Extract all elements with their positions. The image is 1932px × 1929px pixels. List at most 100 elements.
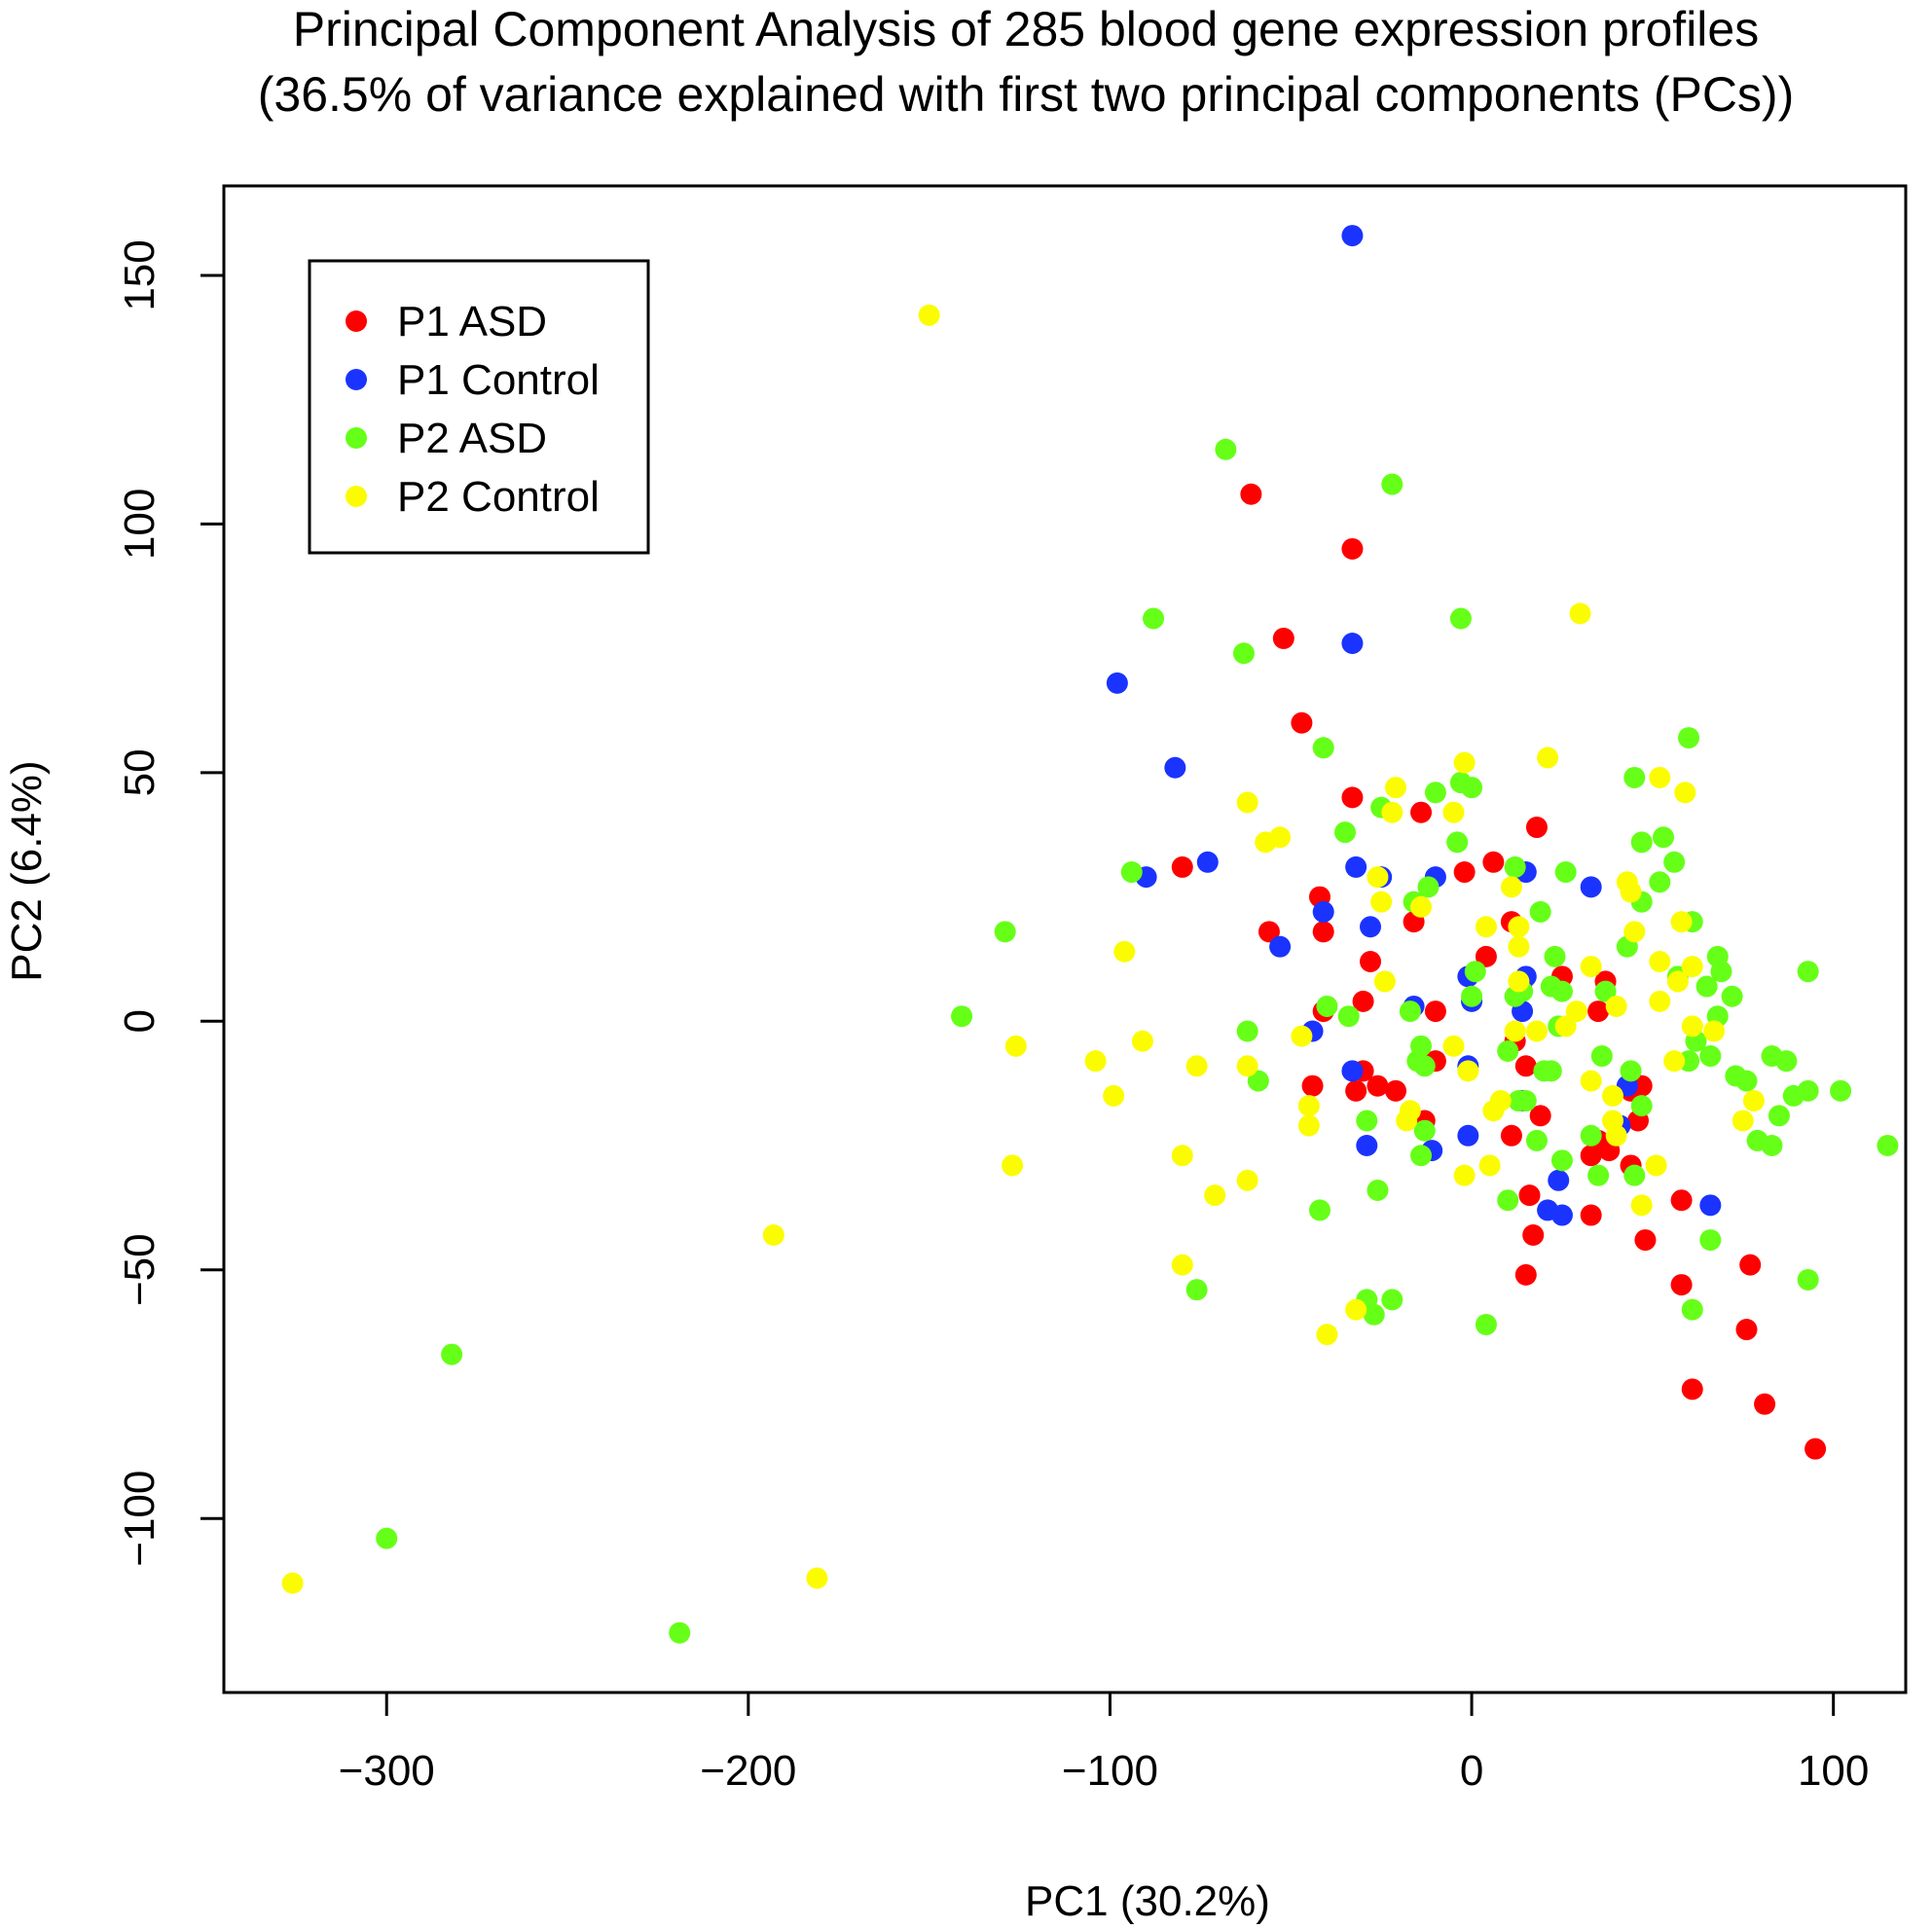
- legend-label: P2 ASD: [397, 415, 547, 462]
- chart-title: Principal Component Analysis of 285 bloo…: [293, 2, 1759, 56]
- data-point-p2-asd: [1410, 1145, 1433, 1167]
- data-point-p2-control: [1508, 916, 1530, 938]
- data-point-p2-control: [1381, 801, 1403, 823]
- legend-marker: [346, 427, 367, 449]
- data-point-p1-control: [1580, 876, 1602, 898]
- data-point-p2-control: [1666, 970, 1689, 993]
- data-point-p2-control: [1316, 1324, 1338, 1346]
- data-point-p1-control: [1341, 1060, 1364, 1082]
- data-point-p1-control: [1550, 1204, 1573, 1226]
- data-point-p2-control: [1732, 1110, 1754, 1132]
- y-tick-label: 150: [116, 239, 164, 310]
- x-tick-label: 0: [1460, 1747, 1483, 1795]
- data-point-p2-asd: [1381, 1289, 1403, 1311]
- data-point-p2-asd: [1461, 777, 1483, 799]
- data-point-p2-control: [1500, 876, 1522, 898]
- data-point-p2-control: [1297, 1095, 1320, 1117]
- data-point-p1-asd: [1514, 1055, 1537, 1077]
- data-point-p2-control: [1569, 602, 1591, 625]
- data-point-p1-control: [1699, 1194, 1722, 1217]
- data-point-p2-control: [1367, 866, 1389, 889]
- data-point-p2-control: [1103, 1084, 1125, 1107]
- data-point-p1-asd: [1291, 711, 1313, 734]
- data-point-p1-control: [1312, 900, 1334, 923]
- data-point-p1-asd: [1482, 851, 1505, 873]
- data-point-p1-asd: [1525, 817, 1548, 839]
- data-point-p2-asd: [1681, 1298, 1703, 1321]
- data-point-p2-asd: [1775, 1050, 1798, 1073]
- data-point-p2-control: [1236, 791, 1258, 814]
- y-tick-label: 50: [116, 748, 164, 796]
- data-point-p2-asd: [1678, 727, 1700, 749]
- data-point-p2-asd: [1746, 1129, 1768, 1151]
- data-point-p2-control: [1670, 911, 1693, 933]
- data-point-p2-asd: [376, 1527, 398, 1549]
- data-point-p2-asd: [1768, 1105, 1790, 1127]
- data-point-p2-control: [281, 1572, 304, 1594]
- data-point-p2-control: [1236, 1055, 1258, 1077]
- data-point-p1-asd: [1367, 1074, 1389, 1097]
- data-point-p1-control: [1269, 935, 1292, 958]
- data-point-p1-asd: [1518, 1184, 1541, 1207]
- data-point-p1-asd: [1453, 861, 1476, 884]
- data-point-p1-control: [1345, 855, 1367, 878]
- data-point-p2-control: [1113, 940, 1136, 963]
- data-point-p1-control: [1196, 851, 1219, 873]
- data-point-p2-asd: [1497, 1189, 1519, 1212]
- data-point-p2-asd: [1417, 876, 1440, 898]
- data-point-p2-control: [1410, 895, 1433, 918]
- legend-label: P2 Control: [397, 473, 600, 521]
- data-point-p1-control: [1341, 225, 1364, 247]
- data-point-p1-asd: [1475, 945, 1497, 967]
- data-point-p2-control: [1002, 1154, 1024, 1177]
- data-point-p2-asd: [1699, 1045, 1722, 1068]
- data-point-p2-control: [1171, 1145, 1193, 1167]
- data-point-p2-control: [1442, 801, 1465, 823]
- data-point-p2-asd: [1120, 861, 1143, 884]
- data-point-p2-asd: [1232, 642, 1255, 665]
- data-point-p2-control: [1681, 956, 1703, 978]
- data-point-p2-asd: [1449, 607, 1472, 630]
- data-point-p2-control: [1508, 935, 1530, 958]
- x-axis: −300 −200 −100 0 100: [339, 1691, 1869, 1795]
- data-point-p1-control: [1457, 1124, 1479, 1146]
- data-point-p2-asd: [1590, 1045, 1613, 1068]
- data-point-p1-asd: [1634, 1229, 1657, 1252]
- data-point-p1-control: [1548, 1169, 1570, 1191]
- data-point-p1-asd: [1345, 1079, 1367, 1102]
- data-point-p2-asd: [1413, 1055, 1436, 1077]
- data-point-p2-control: [1525, 1020, 1548, 1042]
- data-point-p1-asd: [1312, 921, 1334, 943]
- data-point-p2-control: [1601, 1084, 1623, 1107]
- data-point-p1-asd: [1341, 786, 1364, 809]
- data-point-p1-control: [1360, 916, 1382, 938]
- data-point-p2-asd: [1316, 995, 1338, 1017]
- data-point-p2-control: [1453, 1164, 1476, 1186]
- data-point-p2-asd: [1630, 1095, 1653, 1117]
- data-point-p1-asd: [1529, 1105, 1551, 1127]
- data-point-p2-asd: [1623, 766, 1646, 788]
- data-point-p2-asd: [1363, 1303, 1385, 1326]
- data-point-p2-asd: [1587, 1164, 1610, 1186]
- data-point-p1-asd: [1424, 1001, 1446, 1023]
- data-point-p2-asd: [669, 1621, 691, 1644]
- chart-subtitle: (36.5% of variance explained with first …: [258, 67, 1794, 122]
- data-point-p2-asd: [1508, 1090, 1530, 1112]
- data-point-p2-asd: [1797, 1268, 1819, 1291]
- data-point-p1-asd: [1681, 1378, 1703, 1401]
- data-point-p1-asd: [1301, 1074, 1324, 1097]
- data-point-p2-asd: [1413, 1119, 1436, 1142]
- data-point-p1-asd: [1522, 1223, 1545, 1246]
- data-point-p2-control: [1004, 1035, 1027, 1057]
- data-point-p1-asd: [1385, 1079, 1407, 1102]
- data-point-p2-control: [1630, 1194, 1653, 1217]
- data-point-p2-asd: [1215, 438, 1237, 460]
- data-point-p2-control: [1580, 956, 1602, 978]
- data-point-p1-control: [1106, 672, 1128, 694]
- legend-label: P1 ASD: [397, 298, 547, 346]
- y-axis-label: PC2 (6.4%): [3, 760, 51, 981]
- data-point-p2-control: [1489, 1090, 1512, 1112]
- data-point-p2-control: [1478, 1154, 1501, 1177]
- data-point-p2-asd: [1797, 1079, 1819, 1102]
